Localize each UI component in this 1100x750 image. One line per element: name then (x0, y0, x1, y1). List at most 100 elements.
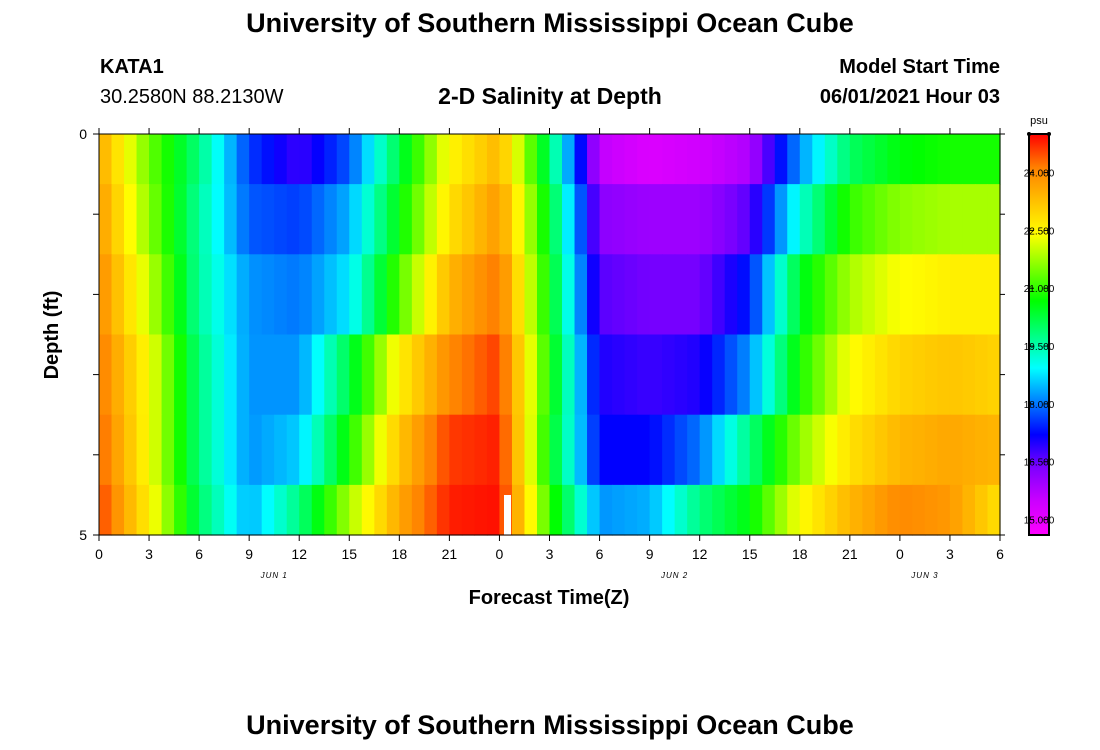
heatmap-cell (499, 184, 513, 255)
page-title: University of Southern Mississippi Ocean… (246, 8, 854, 38)
heatmap-cell (674, 254, 688, 336)
heatmap-cell (111, 134, 125, 185)
heatmap-cell (286, 184, 300, 255)
heatmap-cell (599, 184, 613, 255)
heatmap-cell (411, 134, 425, 185)
heatmap-cell (924, 414, 939, 486)
heatmap-cell (699, 484, 713, 536)
heatmap-cell (499, 254, 513, 336)
heatmap-cell (511, 484, 526, 536)
heatmap-cell (311, 184, 325, 255)
heatmap-cell (824, 134, 838, 185)
colorbar-corner-dot (1027, 132, 1031, 136)
heatmap-cell (749, 134, 763, 185)
heatmap-cell (374, 184, 388, 255)
heatmap-cell (336, 184, 350, 255)
heatmap-cell (336, 334, 350, 416)
heatmap-cell (299, 254, 313, 336)
heatmap-cell (562, 414, 576, 486)
heatmap-cell (111, 334, 125, 416)
heatmap-cell (712, 414, 726, 486)
model-start-label: Model Start Time (839, 56, 1000, 78)
heatmap-cell (899, 184, 913, 255)
heatmap-cell (974, 334, 989, 416)
heatmap-cell (787, 414, 801, 486)
heatmap-cell (449, 254, 463, 336)
plot-title: 2-D Salinity at Depth (438, 83, 662, 109)
heatmap-cell (499, 334, 513, 416)
heatmap-cell (411, 254, 425, 336)
heatmap-cell (962, 184, 976, 255)
heatmap-cell (912, 484, 926, 536)
heatmap-cell (361, 184, 375, 255)
heatmap-cell (136, 184, 150, 255)
heatmap-cell (662, 254, 676, 336)
heatmap-cell (399, 254, 413, 336)
heatmap-cell (286, 484, 300, 536)
heatmap-cell (99, 414, 113, 486)
heatmap-cell (612, 254, 626, 336)
heatmap-cell (199, 134, 213, 185)
heatmap-gap-marker (504, 495, 511, 535)
colorbar-tick-label: 16.500 (1024, 458, 1055, 469)
heatmap-cell (574, 184, 588, 255)
heatmap-cell (211, 484, 225, 536)
heatmap-cell (974, 134, 989, 185)
heatmap-cell (524, 484, 538, 536)
heatmap-cell (687, 334, 701, 416)
heatmap-cell (687, 414, 701, 486)
heatmap-cell (812, 484, 826, 536)
heatmap-cell (336, 414, 350, 486)
heatmap-cell (224, 184, 238, 255)
heatmap-cell (249, 184, 263, 255)
heatmap-cell (136, 334, 150, 416)
heatmap-cell (336, 134, 350, 185)
heatmap-cell (549, 334, 563, 416)
heatmap-cell (924, 484, 939, 536)
heatmap-cell (211, 414, 225, 486)
heatmap-cell (874, 484, 888, 536)
heatmap-cell (386, 134, 400, 185)
heatmap-cell (599, 484, 613, 536)
heatmap-cell (311, 484, 325, 536)
heatmap-cell (474, 334, 488, 416)
heatmap-cell (724, 334, 738, 416)
heatmap-cell (649, 414, 663, 486)
heatmap-cell (286, 254, 300, 336)
heatmap-cell (299, 414, 313, 486)
heatmap-cell (587, 184, 601, 255)
heatmap-cell (361, 254, 375, 336)
heatmap-cell (124, 134, 138, 185)
heatmap-cell (136, 254, 150, 336)
heatmap-cell (361, 414, 375, 486)
heatmap-cell (824, 414, 838, 486)
heatmap-cell (249, 484, 263, 536)
heatmap-cell (599, 414, 613, 486)
heatmap-cell (436, 334, 450, 416)
heatmap-cell (236, 134, 250, 185)
heatmap-cell (149, 254, 163, 336)
heatmap-cell (662, 134, 676, 185)
heatmap-cell (737, 414, 751, 486)
heatmap-cell (174, 334, 188, 416)
heatmap-cell (674, 414, 688, 486)
heatmap-cell (637, 334, 651, 416)
station-id: KATA1 (100, 56, 164, 78)
heatmap-cell (536, 484, 551, 536)
heatmap-cell (624, 254, 638, 336)
heatmap-cell (562, 334, 576, 416)
colorbar-tick-label: 22.500 (1024, 226, 1055, 237)
heatmap-cell (511, 414, 526, 486)
heatmap-cell (624, 414, 638, 486)
heatmap-cell (449, 184, 463, 255)
heatmap-cell (724, 184, 738, 255)
colorbar-tick-label: 15.000 (1024, 516, 1055, 527)
heatmap-cell (449, 414, 463, 486)
heatmap-cell (774, 254, 788, 336)
heatmap-cell (524, 184, 538, 255)
heatmap-cell (837, 184, 851, 255)
heatmap-cell (186, 334, 200, 416)
heatmap-cell (937, 254, 951, 336)
heatmap-cell (749, 414, 763, 486)
heatmap-cell (424, 134, 438, 185)
